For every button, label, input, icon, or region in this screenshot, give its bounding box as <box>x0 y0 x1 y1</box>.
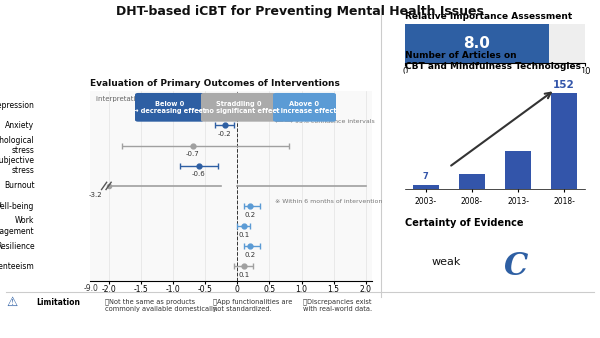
Text: 0.1: 0.1 <box>238 232 250 238</box>
Text: Below 0
→ decreasing effect: Below 0 → decreasing effect <box>133 101 206 114</box>
Text: 0.1: 0.1 <box>238 272 250 278</box>
Text: -0.7: -0.7 <box>185 151 199 157</box>
Text: 8.0: 8.0 <box>464 35 490 51</box>
Text: -3.2: -3.2 <box>89 192 103 198</box>
Text: 0.2: 0.2 <box>245 212 256 218</box>
Bar <box>413 185 439 189</box>
Text: Limitation: Limitation <box>36 298 80 307</box>
Text: 0.2: 0.2 <box>245 252 256 258</box>
Text: ・App functionalities are
not standardized.: ・App functionalities are not standardize… <box>213 298 292 312</box>
Text: Certainty of Evidence: Certainty of Evidence <box>405 218 523 228</box>
Text: Relative Importance Assessment: Relative Importance Assessment <box>405 13 572 22</box>
Text: C: C <box>504 251 528 282</box>
Text: weak: weak <box>432 257 461 267</box>
Text: -0.3: -0.3 <box>211 111 225 117</box>
Text: 7: 7 <box>423 172 429 181</box>
Bar <box>405 24 549 63</box>
Text: interpretation ▶: interpretation ▶ <box>96 96 152 102</box>
Text: -0.6: -0.6 <box>192 171 206 177</box>
Text: Above 0
→ increase effect: Above 0 → increase effect <box>273 101 336 114</box>
Text: ※ Within 6 months of intervention: ※ Within 6 months of intervention <box>275 199 383 204</box>
Text: 152: 152 <box>553 80 575 90</box>
Text: ⟵⟶ 95% confidence intervals: ⟵⟶ 95% confidence intervals <box>275 119 375 124</box>
Text: DHT-based iCBT for Preventing Mental Health Issues: DHT-based iCBT for Preventing Mental Hea… <box>116 5 484 18</box>
Bar <box>459 173 485 189</box>
Text: Straddling 0
→ no significant effect: Straddling 0 → no significant effect <box>197 101 280 114</box>
Text: ・Not the same as products
commonly available domestically.: ・Not the same as products commonly avail… <box>105 298 218 312</box>
Text: -9.0: -9.0 <box>84 284 99 293</box>
Text: ・Discrepancies exist
with real-world data.: ・Discrepancies exist with real-world dat… <box>303 298 372 312</box>
Bar <box>505 151 531 189</box>
Text: ⚠: ⚠ <box>6 296 17 309</box>
Text: -0.2: -0.2 <box>218 131 232 137</box>
Text: Evaluation of Primary Outcomes of Interventions: Evaluation of Primary Outcomes of Interv… <box>90 79 340 88</box>
Bar <box>551 94 577 189</box>
Text: Number of Articles on
CBT and Mindfulness Technologies: Number of Articles on CBT and Mindfulnes… <box>405 51 581 71</box>
